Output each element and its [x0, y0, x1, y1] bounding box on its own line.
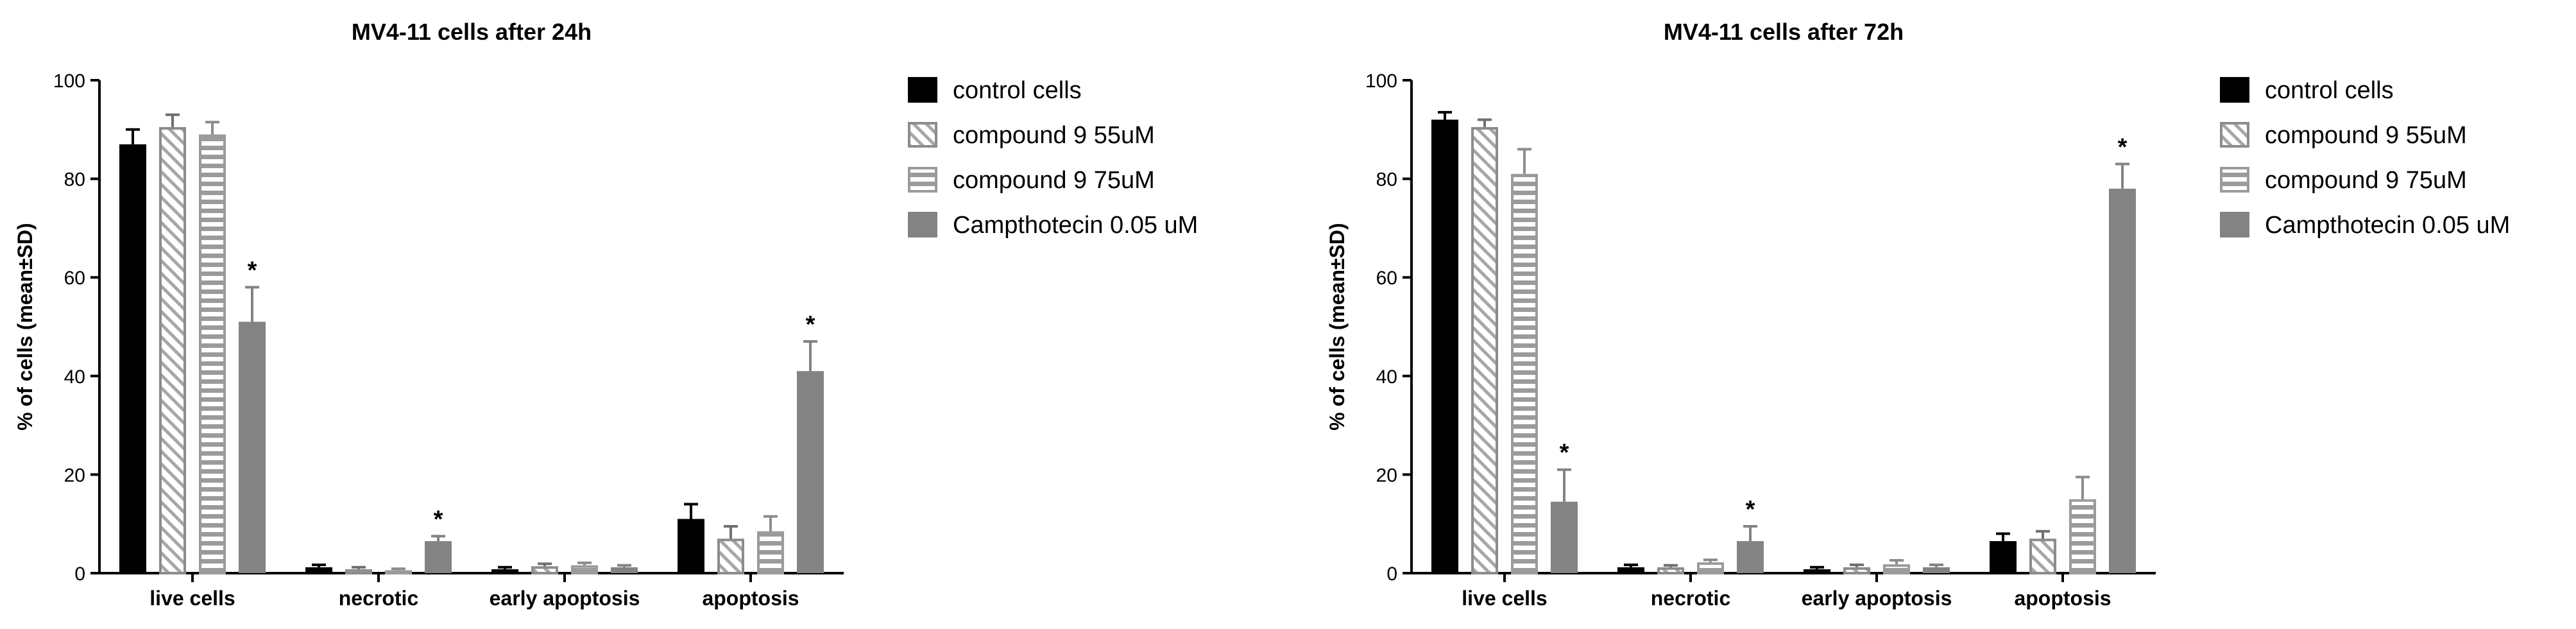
bar-early-apoptosis-3 — [1923, 567, 1950, 573]
bar-early-apoptosis-2 — [1883, 564, 1910, 575]
bar-apoptosis-3 — [797, 371, 824, 573]
chart-panel-1: MV4-11 cells after 72h % of cells (mean±S… — [1326, 19, 2510, 610]
bar-necrotic-2 — [1697, 562, 1724, 575]
y-tick-label: 40 — [64, 366, 85, 388]
bar-early-apoptosis-3 — [611, 567, 638, 573]
y-tick-label: 20 — [64, 465, 85, 486]
x-tick-label: live cells — [1462, 587, 1547, 610]
x-tick-label: early apoptosis — [490, 587, 640, 610]
bar-necrotic-2 — [385, 570, 412, 575]
chart-title: MV4-11 cells after 72h — [1664, 19, 1904, 45]
bar-necrotic-1 — [1657, 567, 1684, 574]
bar-apoptosis-3 — [2109, 188, 2136, 574]
bar-apoptosis-1 — [717, 539, 744, 574]
bar-live-cells-0 — [1431, 119, 1458, 573]
legend-swatch-2 — [2220, 167, 2249, 193]
x-tick-label: necrotic — [1651, 587, 1730, 610]
y-tick-label: 80 — [1376, 169, 1397, 191]
y-tick-label: 100 — [1365, 71, 1397, 92]
y-tick-label: 40 — [1376, 366, 1397, 388]
bar-live-cells-1 — [159, 126, 186, 574]
bar-early-apoptosis-0 — [1804, 569, 1830, 573]
bar-necrotic-3 — [1737, 541, 1764, 573]
chart-panel-0: MV4-11 cells after 24h % of cells (mean±S… — [13, 19, 1198, 610]
legend-label-2: compound 9 75uM — [953, 167, 1155, 194]
legend-label-2: compound 9 75uM — [2265, 167, 2467, 194]
legend-label-1: compound 9 55uM — [953, 122, 1155, 149]
y-axis-label: % of cells (mean±SD) — [13, 223, 37, 430]
bar-early-apoptosis-1 — [531, 566, 558, 574]
legend-swatch-3 — [908, 212, 937, 237]
bar-live-cells-3 — [1551, 501, 1578, 573]
bar-live-cells-0 — [119, 144, 146, 574]
significance-star: * — [434, 506, 443, 533]
bar-early-apoptosis-1 — [1843, 567, 1870, 574]
bar-apoptosis-2 — [2069, 499, 2096, 574]
y-tick-label: 0 — [1386, 564, 1397, 585]
legend-label-3: Campthotecin 0.05 uM — [2265, 212, 2510, 239]
bar-early-apoptosis-2 — [571, 565, 598, 574]
legend-swatch-2 — [908, 167, 937, 193]
bar-live-cells-1 — [1471, 126, 1498, 574]
chart-title: MV4-11 cells after 24h — [352, 19, 592, 45]
bar-necrotic-3 — [425, 541, 452, 573]
significance-star: * — [1560, 440, 1569, 467]
bar-apoptosis-0 — [678, 519, 704, 573]
y-axis-label: % of cells (mean±SD) — [1326, 223, 1349, 430]
significance-star: * — [248, 257, 257, 284]
bar-necrotic-0 — [305, 567, 332, 573]
legend-label-1: compound 9 55uM — [2265, 122, 2467, 149]
bar-apoptosis-0 — [1990, 541, 2017, 573]
legend-label-0: control cells — [2265, 77, 2394, 104]
bar-apoptosis-1 — [2029, 539, 2056, 574]
bar-live-cells-2 — [1511, 173, 1538, 575]
legend-swatch-3 — [2220, 212, 2249, 237]
y-tick-label: 60 — [64, 268, 85, 289]
bar-necrotic-0 — [1617, 567, 1644, 573]
legend-swatch-1 — [2220, 122, 2249, 148]
legend-label-3: Campthotecin 0.05 uM — [953, 212, 1198, 239]
bar-live-cells-3 — [239, 322, 266, 573]
y-tick-label: 100 — [53, 71, 85, 92]
significance-star: * — [806, 311, 815, 338]
y-tick-label: 60 — [1376, 268, 1397, 289]
bar-live-cells-2 — [199, 134, 226, 575]
legend-swatch-0 — [908, 77, 937, 103]
legend-swatch-0 — [2220, 77, 2249, 103]
y-tick-label: 0 — [74, 564, 85, 585]
bar-apoptosis-2 — [757, 531, 784, 574]
x-tick-label: early apoptosis — [1802, 587, 1952, 610]
y-tick-label: 20 — [1376, 465, 1397, 486]
legend-swatch-1 — [908, 122, 937, 148]
bar-necrotic-1 — [345, 569, 372, 575]
x-tick-label: apoptosis — [702, 587, 799, 610]
significance-star: * — [2118, 134, 2128, 161]
y-tick-label: 80 — [64, 169, 85, 191]
legend-label-0: control cells — [953, 77, 1082, 104]
significance-star: * — [1746, 496, 1755, 523]
x-tick-label: live cells — [149, 587, 235, 610]
x-tick-label: apoptosis — [2014, 587, 2111, 610]
x-tick-label: necrotic — [339, 587, 418, 610]
bar-early-apoptosis-0 — [491, 569, 518, 573]
